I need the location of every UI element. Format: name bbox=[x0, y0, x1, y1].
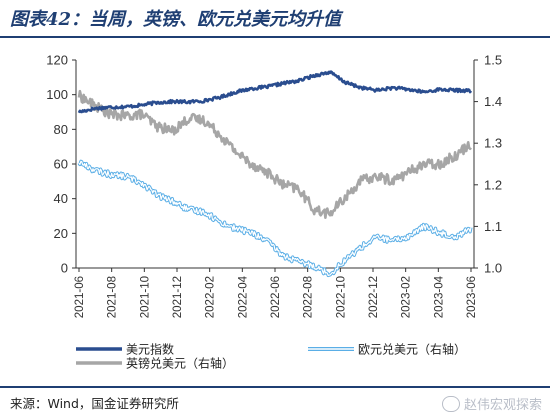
right-tick-label: 1.2 bbox=[484, 177, 502, 192]
watermark: 赵伟宏观探索 bbox=[441, 394, 542, 413]
title-bar: 图表42：当周，英镑、欧元兑美元均升值 bbox=[0, 0, 550, 38]
left-tick-label: 0 bbox=[61, 261, 68, 276]
x-tick-label: 2022-06 bbox=[270, 276, 282, 318]
left-tick-label: 120 bbox=[46, 53, 68, 68]
x-tick-label: 2023-06 bbox=[466, 276, 478, 318]
right-tick-label: 1.4 bbox=[484, 94, 502, 109]
axes: 0 20 40 60 80 100 120 1.0 1.1 1.2 1.3 1.4 1.5 2021-06… bbox=[46, 53, 502, 319]
x-tick-label: 2022-04 bbox=[237, 275, 249, 318]
series-line-dxy bbox=[77, 70, 473, 114]
left-tick-label: 100 bbox=[46, 87, 68, 102]
watermark-text: 赵伟宏观探索 bbox=[463, 398, 542, 413]
x-tick-label: 2022-08 bbox=[303, 276, 315, 318]
x-tick-label: 2022-12 bbox=[368, 276, 380, 318]
x-tick-label: 2022-10 bbox=[335, 276, 347, 318]
right-tick-label: 1.0 bbox=[484, 261, 502, 276]
right-tick-label: 1.3 bbox=[484, 136, 502, 151]
left-tick-label: 60 bbox=[54, 157, 68, 172]
series-line-gbpusd bbox=[77, 89, 472, 219]
x-tick-label: 2021-08 bbox=[107, 276, 119, 318]
left-tick-label: 20 bbox=[54, 226, 68, 241]
source-bar: 来源：Wind，国金证券研究所 赵伟宏观探索 bbox=[0, 386, 550, 416]
x-tick-label: 2021-10 bbox=[139, 276, 151, 318]
legend-label: 美元指数 bbox=[126, 342, 174, 357]
legend-label: 欧元兑美元（右轴） bbox=[358, 342, 466, 357]
x-tick-label: 2021-06 bbox=[74, 276, 86, 318]
right-tick-label: 1.5 bbox=[484, 53, 502, 68]
left-tick-label: 40 bbox=[54, 191, 68, 206]
series-line-eurusd bbox=[78, 160, 472, 277]
x-tick-label: 2022-02 bbox=[205, 276, 217, 318]
right-tick-label: 1.1 bbox=[484, 219, 502, 234]
series-lines bbox=[77, 70, 473, 278]
wechat-icon bbox=[441, 395, 460, 412]
line-chart: 0 20 40 60 80 100 120 1.0 1.1 1.2 1.3 1.4 1.5 2021-06… bbox=[46, 53, 502, 371]
x-tick-label: 2023-04 bbox=[433, 275, 445, 318]
legend-label: 英镑兑美元（右轴） bbox=[126, 356, 234, 371]
chart-title: 图表42：当周，英镑、欧元兑美元均升值 bbox=[10, 9, 342, 30]
left-tick-label: 80 bbox=[54, 122, 68, 137]
source-note: 来源：Wind，国金证券研究所 bbox=[10, 396, 179, 411]
x-tick-label: 2021-12 bbox=[172, 276, 184, 318]
x-tick-label: 2023-02 bbox=[401, 276, 413, 318]
